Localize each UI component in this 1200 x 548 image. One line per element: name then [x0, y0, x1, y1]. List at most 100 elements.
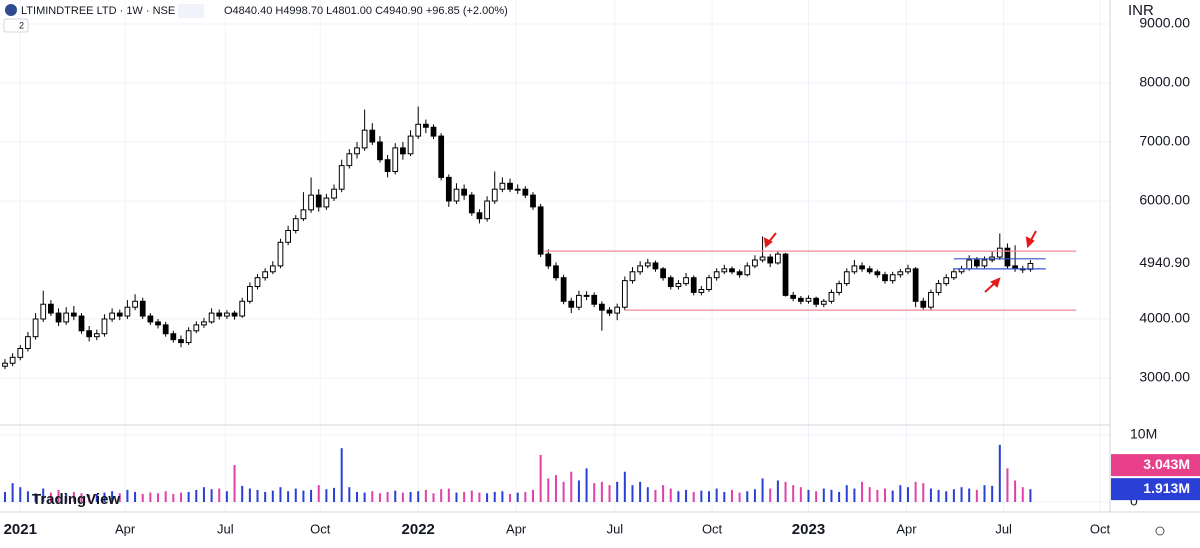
- candle-body: [859, 265, 865, 270]
- candle-body: [813, 297, 820, 305]
- candle-body: [820, 300, 827, 305]
- candle-body: [331, 188, 337, 199]
- candle-body: [201, 321, 207, 326]
- candle-body: [93, 333, 100, 338]
- plot: [2, 106, 1077, 502]
- candle-body: [530, 194, 536, 208]
- candle-body: [499, 182, 506, 190]
- indicator-count[interactable]: 2: [19, 20, 24, 30]
- volume-bar: [554, 475, 557, 502]
- y-tick-label: 8000.00: [1139, 74, 1190, 90]
- volume-bar: [884, 488, 887, 502]
- watermark: TradingView: [32, 491, 120, 508]
- volume-bar: [501, 491, 504, 502]
- candle-body: [621, 280, 628, 308]
- volume-bar: [776, 480, 779, 502]
- volume-bar: [271, 490, 274, 502]
- volume-bar: [669, 488, 672, 502]
- compare-button[interactable]: [178, 4, 204, 18]
- candle-body: [476, 212, 483, 220]
- x-tick-label: Jul: [607, 521, 624, 536]
- candle-body: [598, 303, 605, 311]
- volume-bar: [463, 491, 466, 502]
- volume-bar: [723, 491, 726, 502]
- symbol-title[interactable]: LTIMINDTREE LTD · 1W · NSE: [21, 5, 175, 17]
- candle-body: [193, 324, 200, 332]
- volume-bar: [179, 492, 182, 502]
- candle-body: [553, 265, 559, 279]
- candle-body: [759, 256, 766, 261]
- volume-bar: [202, 487, 205, 502]
- volume-bar: [945, 491, 948, 502]
- candle-body: [652, 262, 659, 270]
- volume-bar: [792, 485, 795, 502]
- currency[interactable]: INR: [1128, 2, 1154, 19]
- volume-bar: [799, 487, 802, 502]
- candle-body: [308, 194, 314, 211]
- y-tick-label: 3000.00: [1139, 369, 1190, 385]
- volume-bar: [998, 444, 1001, 502]
- candle-body: [935, 283, 942, 293]
- candle-body: [224, 312, 230, 317]
- candle-body: [851, 265, 858, 273]
- candle-body: [966, 259, 973, 270]
- candle-body: [346, 153, 353, 167]
- candle-body: [882, 274, 888, 282]
- volume-bar: [524, 491, 527, 502]
- volume-bar: [708, 491, 711, 502]
- candle-body: [40, 303, 47, 320]
- candle-body: [2, 362, 8, 367]
- settings-icon[interactable]: [1155, 526, 1165, 536]
- candle-body: [55, 312, 62, 323]
- volume-bar: [310, 489, 313, 502]
- volume-bar: [677, 491, 680, 502]
- volume-bar: [371, 491, 374, 502]
- candle-body: [905, 268, 911, 273]
- volume-bar: [547, 478, 550, 502]
- candle-body: [928, 291, 934, 308]
- volume-bar: [378, 493, 381, 502]
- candle-body: [729, 268, 735, 273]
- volume-bar: [157, 493, 160, 502]
- candle-body: [606, 309, 613, 314]
- candle-body: [430, 126, 437, 137]
- candle-body: [836, 283, 842, 293]
- y-tick-label: 6000.00: [1139, 192, 1190, 208]
- y-tick-label: 7000.00: [1139, 133, 1190, 149]
- candle-body: [25, 336, 31, 349]
- candle-body: [828, 291, 835, 302]
- volume-bar: [753, 489, 756, 502]
- candle-body: [162, 324, 169, 335]
- volume-bar: [394, 490, 397, 502]
- volume-bar: [539, 454, 542, 502]
- candle-body: [721, 268, 728, 273]
- volume-bar: [248, 488, 251, 502]
- volume-bar: [838, 491, 841, 502]
- candle-body: [951, 271, 957, 279]
- volume-bar: [225, 491, 228, 502]
- candle-body: [369, 129, 376, 143]
- volume-bar: [348, 487, 351, 502]
- volume-bar: [1021, 487, 1024, 502]
- volume-bar: [386, 491, 389, 502]
- candle-body: [438, 135, 445, 178]
- candle-body: [1004, 247, 1011, 267]
- candle-body: [912, 268, 919, 302]
- volume-bar: [340, 448, 343, 502]
- volume-bar: [34, 493, 37, 502]
- candle-body: [644, 262, 651, 267]
- indicator-toggle[interactable]: [3, 18, 29, 33]
- x-tick-label: 2021: [4, 521, 37, 538]
- volume-bar: [891, 490, 894, 502]
- candle-body: [384, 159, 391, 172]
- x-tick-label: Oct: [702, 521, 723, 536]
- x-tick-label: Oct: [1090, 521, 1111, 536]
- volume-bar: [80, 493, 83, 502]
- volume-bar: [952, 489, 955, 502]
- volume-bar: [853, 488, 856, 502]
- candle-body: [445, 176, 452, 202]
- candle-body: [254, 277, 261, 288]
- volume-bar: [608, 485, 611, 502]
- candle-body: [744, 265, 751, 276]
